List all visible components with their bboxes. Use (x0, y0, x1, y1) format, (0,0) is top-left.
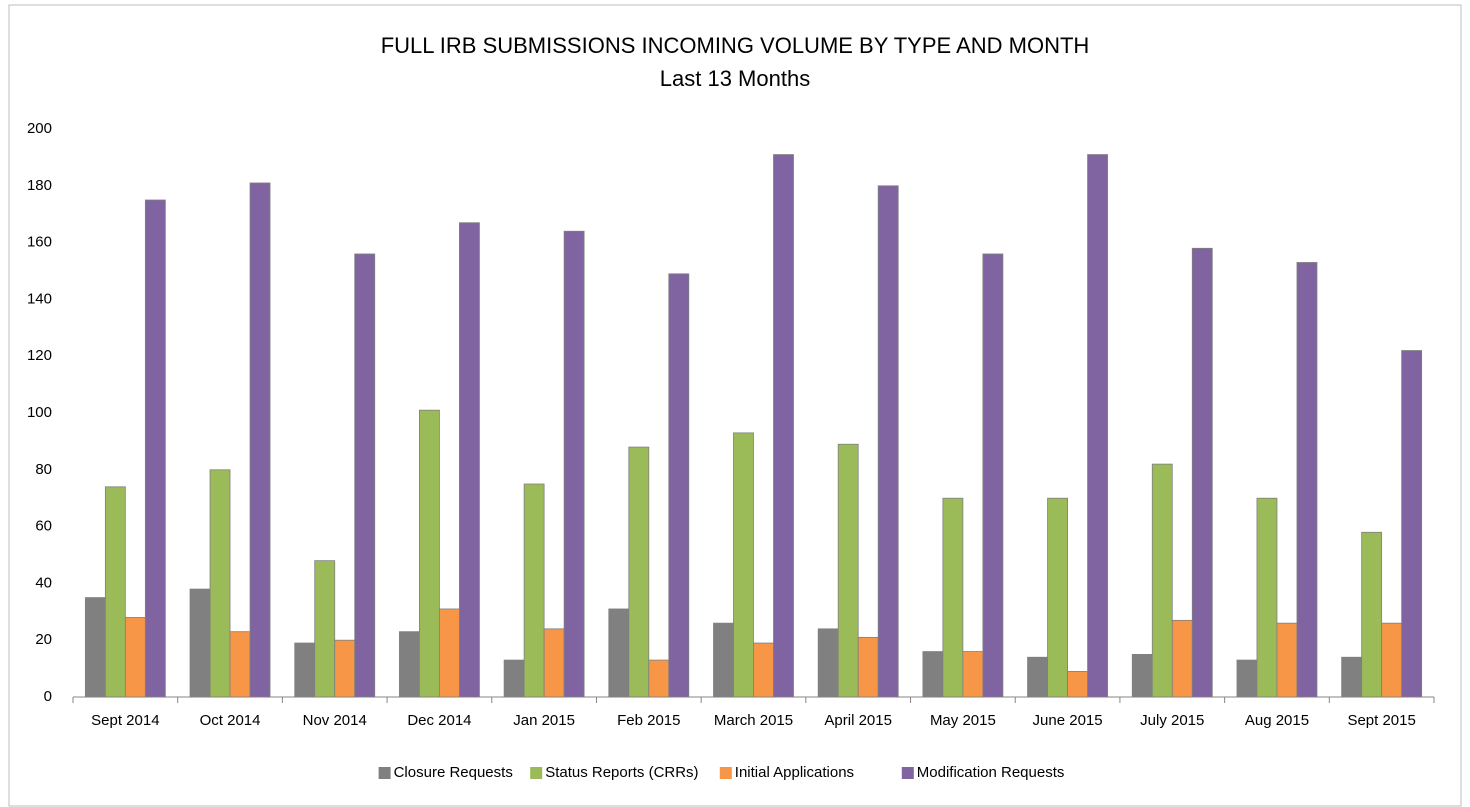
y-tick-label: 180 (27, 177, 52, 194)
y-tick-label: 20 (35, 631, 52, 648)
bar (837, 443, 859, 698)
bar (668, 273, 690, 698)
bar (1256, 497, 1278, 698)
chart-subtitle: Last 13 Months (660, 66, 810, 91)
legend-swatch (530, 767, 543, 779)
bar (1151, 463, 1173, 698)
bar (1087, 154, 1108, 698)
legend-swatch (719, 767, 732, 779)
bar (523, 483, 545, 698)
bar (439, 608, 460, 698)
bar (922, 651, 944, 698)
bar (144, 199, 166, 698)
chart-title: FULL IRB SUBMISSIONS INCOMING VOLUME BY … (381, 33, 1090, 58)
legend-swatch (378, 767, 391, 779)
bar (399, 631, 420, 698)
x-tick-label: Nov 2014 (303, 712, 367, 729)
y-tick-label: 140 (27, 290, 52, 307)
x-tick-label: March 2015 (714, 712, 793, 729)
bar (563, 230, 585, 698)
bar (1027, 656, 1048, 698)
bar (314, 560, 336, 698)
bar (1067, 671, 1088, 698)
bar (543, 628, 565, 698)
bar (1171, 619, 1193, 698)
bar (249, 182, 271, 698)
bar (209, 469, 231, 698)
x-tick-label: Feb 2015 (617, 712, 680, 729)
y-tick-label: 160 (27, 234, 52, 251)
y-tick-label: 200 (27, 120, 52, 137)
x-tick-label: July 2015 (1140, 712, 1204, 729)
bar (1276, 622, 1298, 698)
bar (962, 651, 984, 698)
bar (84, 597, 106, 698)
bar (189, 588, 211, 698)
bar (1341, 656, 1363, 698)
bar (857, 636, 879, 698)
y-tick-label: 0 (44, 688, 52, 705)
bar (503, 659, 525, 698)
y-tick-label: 60 (35, 518, 52, 535)
bar (294, 642, 316, 698)
bar (648, 659, 670, 698)
bar (334, 639, 356, 698)
bar (982, 253, 1004, 698)
x-tick-label: Sept 2014 (91, 712, 159, 729)
bar (229, 631, 251, 698)
x-tick-label: Aug 2015 (1245, 712, 1309, 729)
bar (419, 409, 440, 698)
y-tick-label: 40 (35, 574, 52, 591)
legend-label: Closure Requests (394, 764, 513, 781)
x-tick-label: April 2015 (824, 712, 892, 729)
bar (1191, 247, 1213, 698)
x-tick-label: June 2015 (1033, 712, 1103, 729)
legend-swatch (901, 767, 914, 779)
y-tick-label: 100 (27, 404, 52, 421)
bar (1401, 350, 1423, 698)
bar (1296, 262, 1318, 698)
legend-label: Initial Applications (735, 764, 854, 781)
y-tick-label: 80 (35, 461, 52, 478)
bar (773, 154, 794, 698)
bar (608, 608, 630, 698)
bar (733, 432, 754, 698)
bar (1361, 531, 1383, 698)
x-tick-label: Jan 2015 (513, 712, 575, 729)
bar (817, 628, 839, 698)
x-tick-label: Sept 2015 (1347, 712, 1415, 729)
bar (1236, 659, 1258, 698)
bar (354, 253, 376, 698)
y-tick-label: 120 (27, 347, 52, 364)
bar (104, 486, 126, 698)
bar (1381, 622, 1403, 698)
bar (628, 446, 650, 698)
bar (713, 622, 734, 698)
bar (877, 185, 899, 698)
x-tick-label: Dec 2014 (407, 712, 471, 729)
bar (942, 497, 964, 698)
x-tick-label: May 2015 (930, 712, 996, 729)
x-tick-label: Oct 2014 (200, 712, 261, 729)
bar (124, 617, 146, 698)
legend-label: Status Reports (CRRs) (545, 764, 698, 781)
bar (1047, 497, 1068, 698)
legend-label: Modification Requests (917, 764, 1065, 781)
bar (753, 642, 774, 698)
bar (459, 222, 480, 698)
bar (1131, 654, 1153, 698)
